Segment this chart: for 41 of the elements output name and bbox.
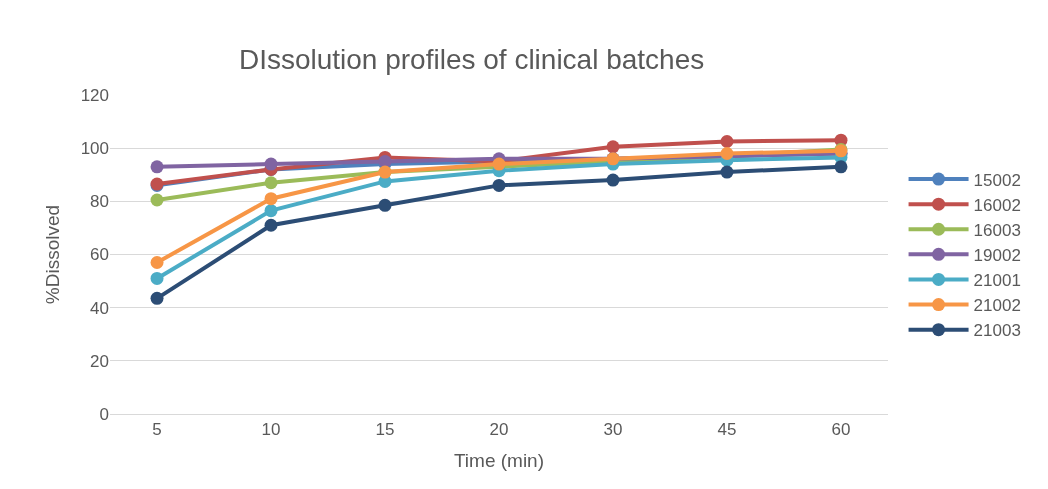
x-tick-label: 20: [489, 420, 509, 440]
y-axis-title: %Dissolved: [42, 204, 64, 305]
point: [720, 135, 734, 149]
point: [264, 218, 278, 232]
y-tick-label: 40: [90, 298, 109, 318]
legend-label: 16002: [973, 195, 1021, 215]
legend-label: 15002: [973, 170, 1021, 190]
point: [264, 192, 278, 206]
x-tick-label: 45: [717, 420, 737, 440]
y-tick-label: 60: [90, 245, 109, 265]
point: [150, 160, 164, 174]
point: [492, 178, 506, 192]
x-tick-label: 60: [831, 420, 851, 440]
x-tick-label: 30: [603, 420, 623, 440]
point: [378, 198, 392, 212]
point: [720, 165, 734, 179]
legend-label: 16003: [973, 220, 1021, 240]
point: [834, 160, 848, 174]
point: [606, 140, 620, 154]
point: [150, 291, 164, 305]
legend-label: 21001: [973, 271, 1021, 291]
chart-title: DIssolution profiles of clinical batches: [238, 43, 705, 75]
y-tick-label: 0: [99, 404, 109, 424]
legend-label: 19002: [973, 245, 1021, 265]
x-axis-title: Time (min): [453, 450, 545, 472]
point: [150, 271, 164, 285]
point: [264, 204, 278, 218]
y-tick-label: 20: [90, 351, 109, 371]
x-tick-label: 5: [152, 420, 162, 440]
x-tick-label: 15: [375, 420, 395, 440]
point: [606, 173, 620, 187]
x-tick-label: 10: [261, 420, 281, 440]
y-tick-label: 80: [90, 192, 109, 212]
point: [264, 157, 278, 171]
point: [264, 176, 278, 190]
legend-label: 21003: [973, 321, 1021, 341]
y-tick-label: 120: [80, 85, 109, 105]
point: [150, 255, 164, 269]
y-tick-label: 100: [80, 139, 109, 159]
point: [150, 193, 164, 207]
legend-label: 21002: [973, 296, 1021, 316]
